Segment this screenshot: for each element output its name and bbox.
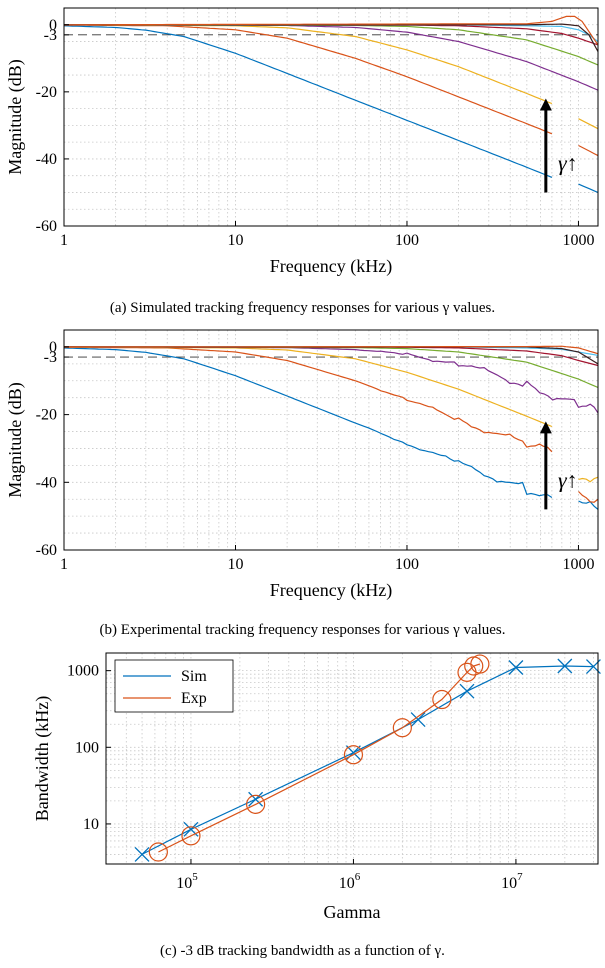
x-tick-exponent: 5 <box>192 871 198 883</box>
gamma-arrow-head <box>539 421 552 434</box>
data-point-sim <box>508 660 524 675</box>
y-axis-label: Bandwidth (kHz) <box>32 696 53 821</box>
chart-c-bandwidth-vs-gamma: 105 106 107 10 100 1000 Gamma Bandwidth (kHz) Si… <box>32 652 601 922</box>
x-tick-label: 107 <box>501 871 523 892</box>
x-tick-label: 1000 <box>562 232 594 249</box>
axes-frame <box>63 7 599 227</box>
y-tick-label: -40 <box>36 474 57 491</box>
caption-c: (c) -3 dB tracking bandwidth as a functi… <box>160 943 445 959</box>
x-tick-label: 10 <box>227 232 243 249</box>
grid <box>105 653 598 865</box>
y-tick-label: -20 <box>36 84 57 101</box>
y-tick-label: -20 <box>36 407 57 424</box>
grid <box>63 8 598 227</box>
x-tick-label: 105 <box>176 871 198 892</box>
data-point-exp <box>343 745 364 765</box>
y-tick-label: 0 <box>49 17 57 34</box>
x-axis-label: Frequency (kHz) <box>270 256 392 277</box>
legend-label-sim: Sim <box>181 668 207 685</box>
series-γ3-tail <box>578 476 598 483</box>
y-tick-label: -3 <box>44 27 57 44</box>
data-point-sim <box>134 846 150 862</box>
series-γ2-tail <box>578 491 598 503</box>
series-γ1 <box>64 347 553 499</box>
series-γ1-tail <box>578 500 598 510</box>
x-axis-label: Gamma <box>324 902 381 922</box>
x-tick-label: 1 <box>60 232 68 249</box>
y-tick-label: -60 <box>36 542 57 559</box>
series-group <box>64 345 598 510</box>
series-γ2 <box>64 346 553 453</box>
x-tick-label: 100 <box>395 232 419 249</box>
y-tick-label: 10 <box>83 816 99 833</box>
x-tick-label: 10 <box>227 556 243 573</box>
data-point-exp <box>148 842 168 862</box>
caption-a: (a) Simulated tracking frequency respons… <box>109 300 496 316</box>
y-axis-label: Magnitude (dB) <box>5 59 26 174</box>
legend: Sim Exp <box>114 659 234 713</box>
y-tick-label: 100 <box>75 739 99 756</box>
x-axis-label: Frequency (kHz) <box>270 580 392 601</box>
x-tick-exponent: 6 <box>355 871 361 883</box>
series-group <box>64 15 598 194</box>
data-point-sim <box>459 683 475 699</box>
data-point-exp <box>181 826 201 846</box>
gamma-arrow-head <box>539 98 552 111</box>
data-point-exp <box>432 689 452 710</box>
data-point-exp <box>246 794 266 814</box>
series-γ5 <box>64 346 598 389</box>
x-tick-label: 106 <box>339 871 361 892</box>
y-axis-label: Magnitude (dB) <box>5 382 26 497</box>
y-tick-label: 0 <box>49 339 57 356</box>
x-tick-label: 1 <box>60 556 68 573</box>
caption-b: (b) Experimental tracking frequency resp… <box>99 622 506 638</box>
data-point-sim <box>410 712 426 728</box>
series-γ1 <box>64 25 553 178</box>
data-point-sim <box>248 791 264 807</box>
x-tick-exponent: 7 <box>517 871 523 883</box>
axes-frame <box>63 329 599 551</box>
series-γ3-tail <box>578 118 598 130</box>
data-point-exp <box>392 718 412 738</box>
chart-a-simulated-response: 1 10 100 1000 -60 -40 -20 -30 Frequency (kHz) Mag… <box>5 7 599 277</box>
data-point-exp <box>470 654 490 674</box>
x-tick-label: 100 <box>395 556 419 573</box>
data-point-sim <box>557 658 573 674</box>
x-tick-label: 1000 <box>562 556 594 573</box>
y-tick-label: 1000 <box>67 663 99 680</box>
gamma-annotation: γ↑ <box>558 467 578 492</box>
series-γ9 <box>64 345 598 355</box>
gamma-annotation: γ↑ <box>558 150 578 175</box>
legend-label-exp: Exp <box>181 690 207 707</box>
series-γ9 <box>64 15 598 46</box>
series-γ1-tail <box>578 183 598 194</box>
series-γ2-tail <box>578 144 598 157</box>
y-tick-label: -40 <box>36 151 57 168</box>
legend-box <box>114 659 234 713</box>
axes-frame <box>105 652 599 865</box>
chart-b-experimental-response: 1 10 100 1000 -60 -40 -20 -30 Frequency (kHz) Mag… <box>5 329 599 601</box>
y-tick-label: -3 <box>44 349 57 366</box>
y-tick-label: -60 <box>36 218 57 235</box>
